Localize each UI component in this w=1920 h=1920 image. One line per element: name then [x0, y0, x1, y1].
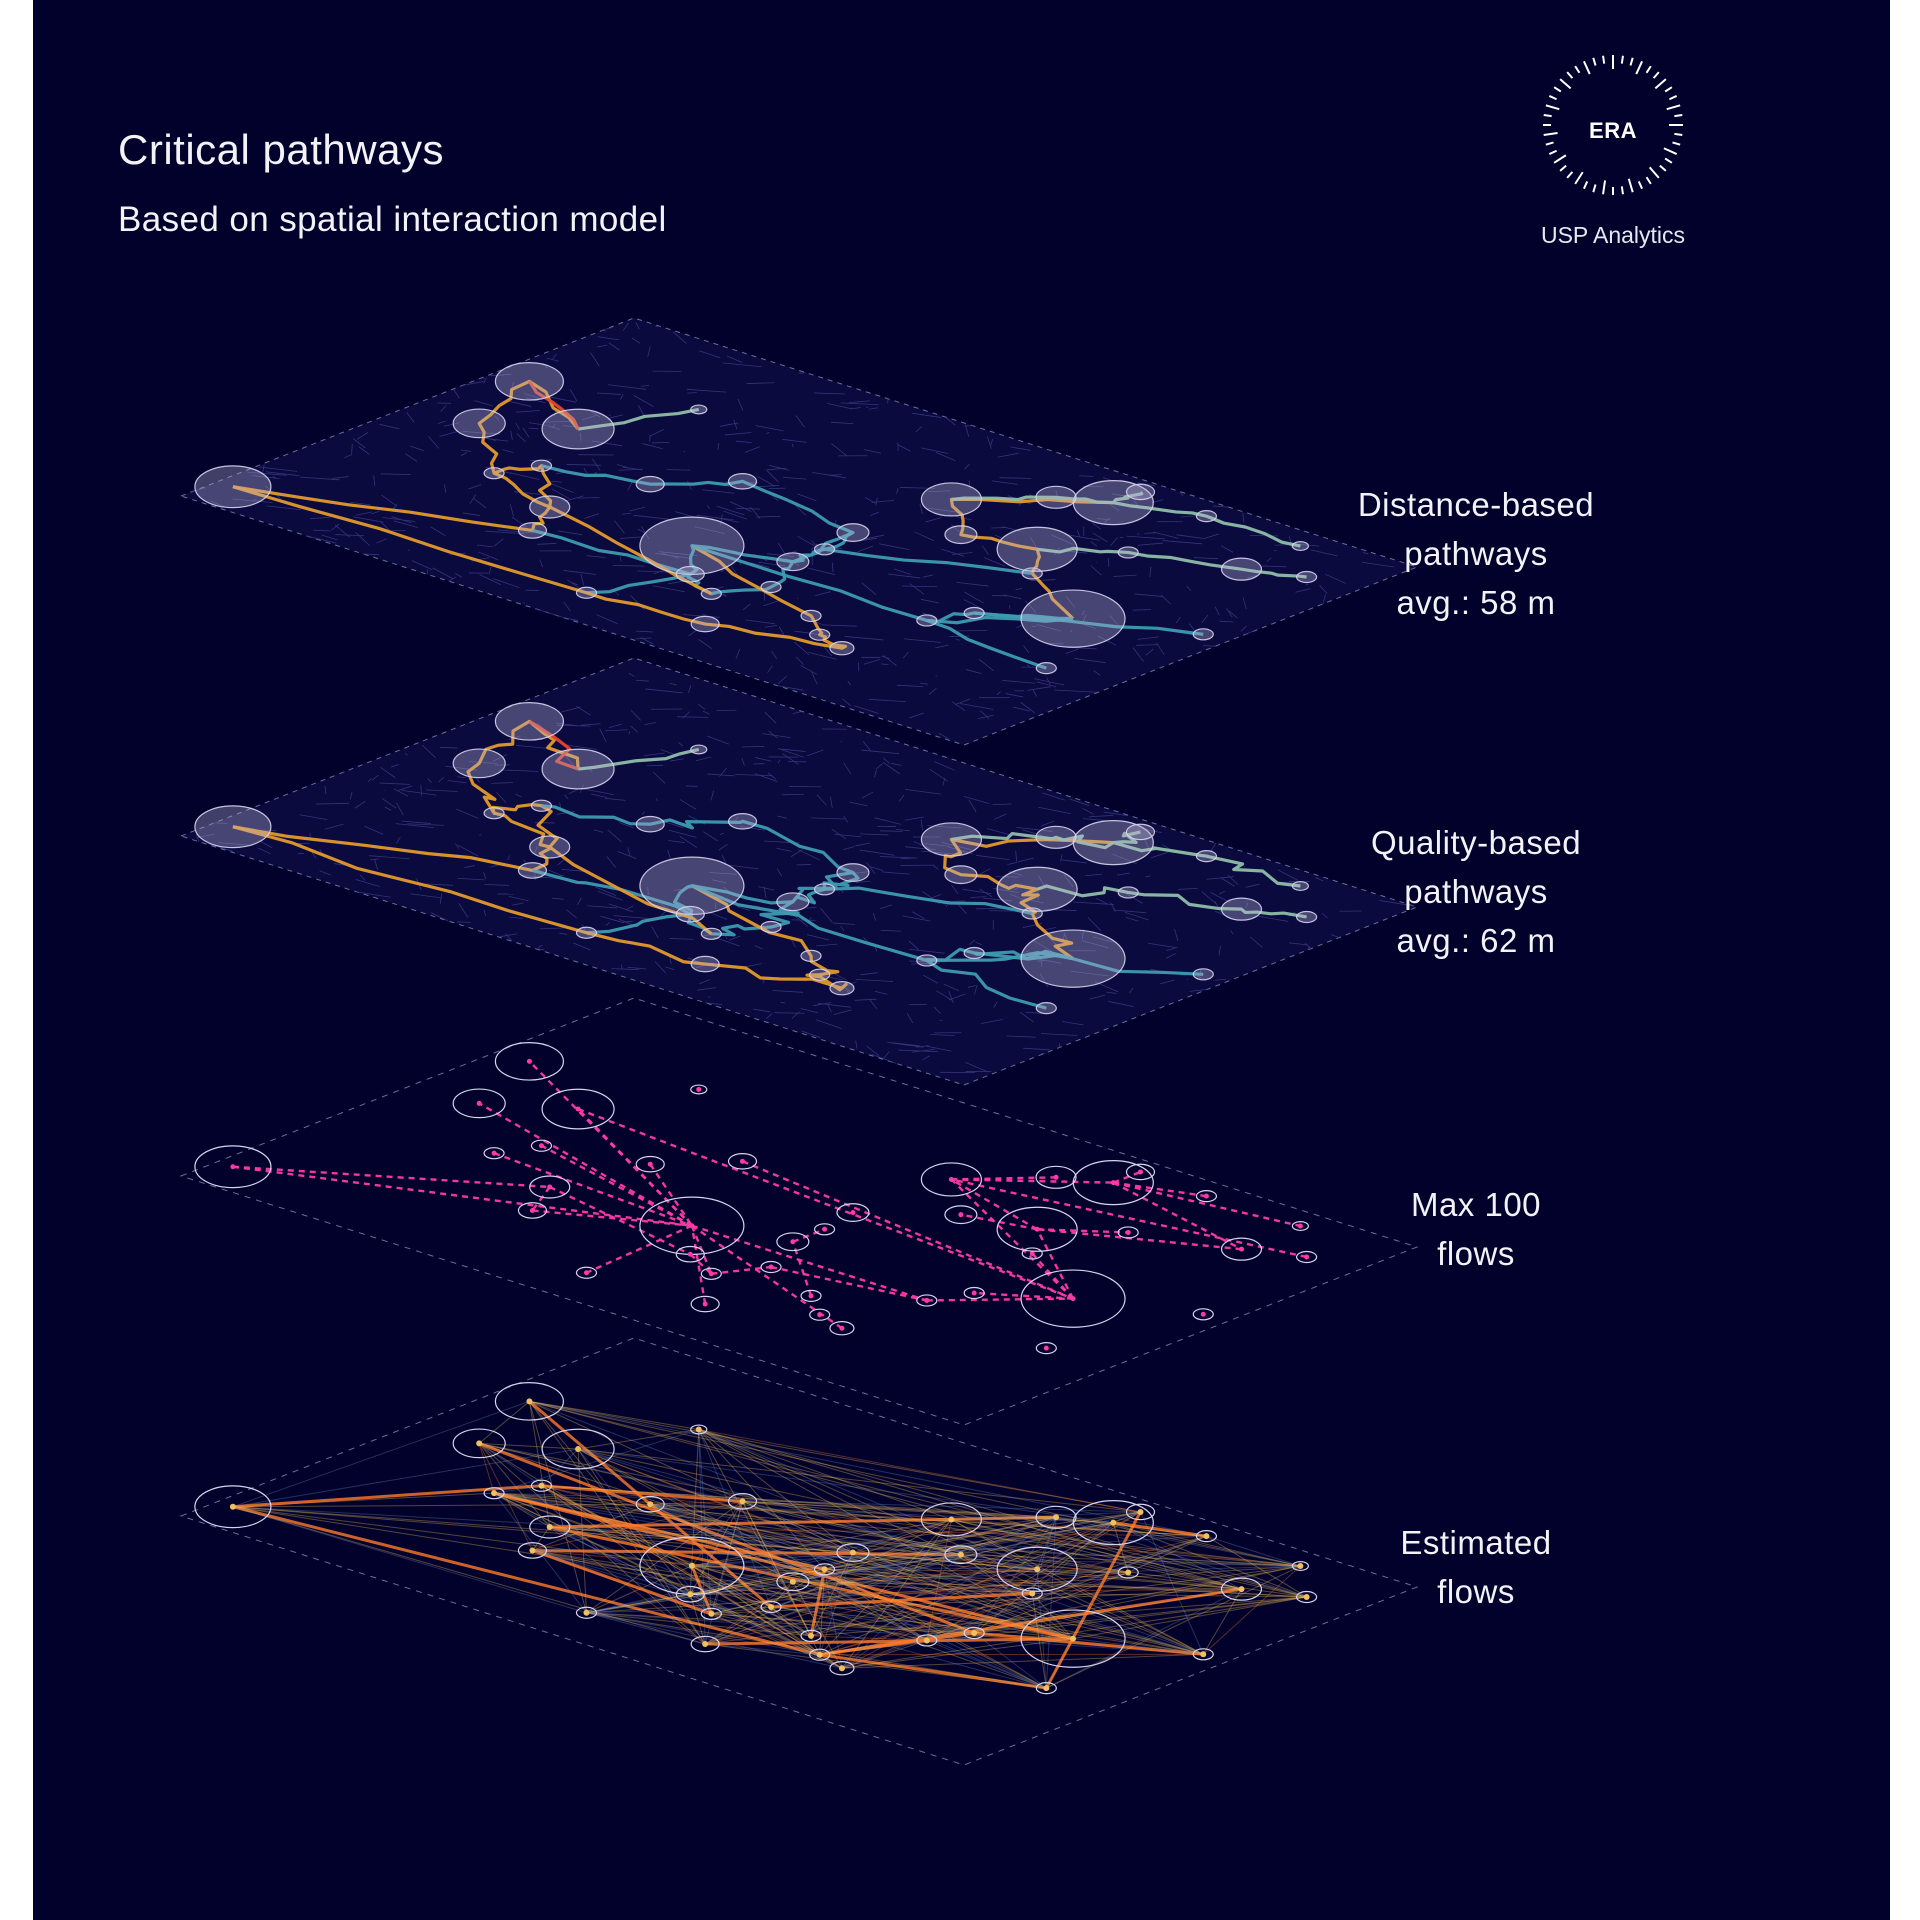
label-line: avg.: 58 m — [1396, 584, 1556, 621]
label-estimated-flows: Estimated flows — [1326, 1518, 1626, 1616]
layer-stack-graphic — [179, 317, 1419, 1766]
label-line: Distance-based — [1357, 486, 1595, 523]
label-line: pathways — [1404, 535, 1548, 572]
page-title: Critical pathways — [118, 126, 444, 173]
poster: Critical pathways Based on spatial inter… — [33, 0, 1890, 1920]
label-line: Estimated — [1400, 1524, 1552, 1561]
layer-distance-based — [179, 317, 1419, 746]
layer-quality-based — [179, 657, 1419, 1086]
label-line: Quality-based — [1370, 824, 1582, 861]
layer-estimated-flows — [179, 1337, 1419, 1766]
label-max-100-flows: Max 100 flows — [1326, 1180, 1626, 1278]
layer-max-100-flows — [179, 997, 1419, 1426]
logo-caption: USP Analytics — [1540, 222, 1686, 248]
label-line: Max 100 — [1410, 1186, 1542, 1223]
label-line: avg.: 62 m — [1396, 922, 1556, 959]
logo-wordmark: ERA — [1589, 118, 1637, 143]
label-line: pathways — [1404, 873, 1548, 910]
label-line: flows — [1437, 1235, 1515, 1272]
page-subtitle: Based on spatial interaction model — [118, 200, 667, 239]
sunburst-ring-icon — [1543, 55, 1683, 195]
era-logo: ERA USP Analytics — [1533, 50, 1693, 260]
label-quality-based-pathways: Quality-based pathways avg.: 62 m — [1326, 818, 1626, 965]
label-distance-based-pathways: Distance-based pathways avg.: 58 m — [1326, 480, 1626, 627]
label-line: flows — [1437, 1573, 1515, 1610]
